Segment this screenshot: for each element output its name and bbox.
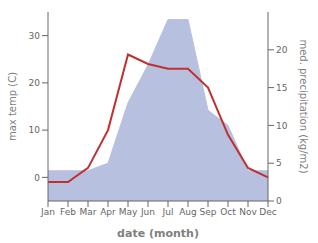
svg-text:Nov: Nov [239, 207, 257, 217]
svg-text:Sep: Sep [200, 207, 217, 217]
svg-text:Mar: Mar [80, 207, 97, 217]
svg-text:med. precipitation (kg/m2): med. precipitation (kg/m2) [298, 39, 309, 173]
svg-text:max temp (C): max temp (C) [7, 72, 18, 141]
svg-text:5: 5 [276, 158, 282, 168]
svg-text:Apr: Apr [100, 207, 116, 217]
svg-text:20: 20 [276, 45, 288, 55]
svg-text:Jan: Jan [40, 207, 55, 217]
svg-text:0: 0 [34, 173, 40, 183]
svg-text:10: 10 [276, 121, 288, 131]
svg-text:May: May [119, 207, 138, 217]
svg-text:Dec: Dec [259, 207, 276, 217]
svg-text:Feb: Feb [60, 207, 76, 217]
svg-text:Jun: Jun [140, 207, 155, 217]
svg-text:10: 10 [29, 125, 41, 135]
svg-text:Oct: Oct [220, 207, 236, 217]
svg-text:15: 15 [276, 83, 287, 93]
svg-text:Aug: Aug [179, 207, 197, 217]
svg-text:0: 0 [276, 196, 282, 206]
svg-text:date (month): date (month) [117, 227, 199, 240]
svg-text:20: 20 [29, 78, 41, 88]
svg-text:Jul: Jul [162, 207, 174, 217]
svg-text:30: 30 [29, 31, 41, 41]
